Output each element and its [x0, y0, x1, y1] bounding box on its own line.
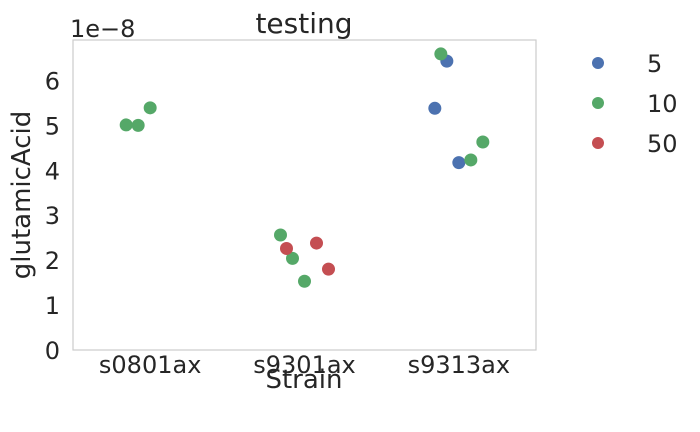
data-point [428, 101, 442, 115]
data-point [298, 274, 311, 288]
data-point [274, 228, 287, 242]
data-point [143, 101, 157, 115]
plot-area [72, 39, 537, 351]
data-point [310, 236, 323, 250]
y-axis-ticks: 0 1 2 3 4 5 6 [45, 67, 60, 365]
y-axis-label: glutamicAcid [7, 111, 37, 280]
legend-label: 5 [647, 50, 662, 78]
y-tick-label: 1 [45, 292, 60, 320]
x-axis-ticks: s0801ax s9301ax s9313ax [99, 351, 510, 379]
data-point [434, 47, 448, 61]
y-tick-label: 2 [45, 247, 60, 275]
data-point [464, 153, 478, 167]
y-tick-label: 6 [45, 67, 60, 95]
data-point [119, 118, 133, 132]
x-tick-label: s9301ax [253, 351, 356, 379]
data-point [476, 135, 490, 149]
chart-title: testing [255, 7, 352, 40]
data-points [119, 47, 490, 288]
x-axis-label: Strain [265, 365, 342, 395]
data-point [452, 156, 466, 170]
legend-marker [592, 57, 604, 69]
data-point [131, 118, 145, 132]
data-point [286, 251, 299, 265]
data-point [322, 262, 335, 276]
x-tick-label: s0801ax [99, 351, 202, 379]
y-tick-label: 5 [45, 112, 60, 140]
legend-marker [592, 97, 604, 109]
y-tick-label: 0 [45, 337, 60, 365]
legend: 5 10 50 [592, 50, 678, 158]
y-tick-label: 3 [45, 202, 60, 230]
x-tick-label: s9313ax [408, 351, 511, 379]
legend-label: 50 [647, 130, 678, 158]
legend-marker [592, 137, 604, 149]
y-offset-label: 1e−8 [70, 15, 135, 43]
y-tick-label: 4 [45, 157, 60, 185]
legend-label: 10 [647, 90, 678, 118]
data-point [280, 241, 293, 255]
